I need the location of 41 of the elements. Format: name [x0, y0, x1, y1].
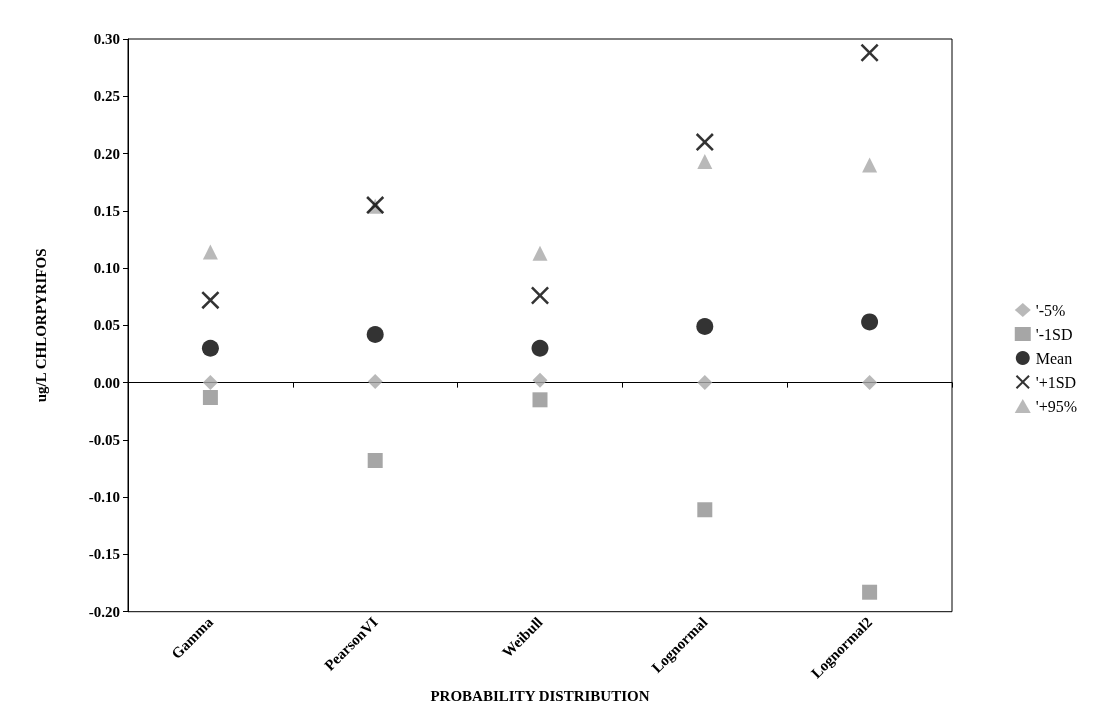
- point: [862, 157, 878, 173]
- y-tick-label: 0.00: [93, 374, 120, 391]
- point: [201, 339, 219, 357]
- point: [367, 373, 383, 389]
- y-tick-label: -0.15: [88, 546, 120, 563]
- point: [696, 318, 714, 335]
- y-tick-label: 0.05: [93, 317, 120, 334]
- point: [695, 133, 714, 152]
- point: [532, 245, 548, 261]
- legend-label: '-5%: [1035, 301, 1066, 319]
- point: [861, 313, 879, 331]
- point: [697, 154, 713, 170]
- legend-label: '+1SD: [1035, 373, 1077, 391]
- point: [697, 502, 713, 518]
- y-tick-label: -0.20: [88, 603, 120, 620]
- point: [531, 286, 549, 305]
- point: [532, 392, 548, 408]
- legend-label: Mean: [1035, 349, 1073, 367]
- y-tick-label: -0.05: [88, 431, 120, 448]
- y-tick-label: 0.15: [93, 202, 120, 219]
- x-axis-title: PROBABILITY DISTRIBUTION: [430, 687, 650, 704]
- point: [202, 375, 218, 391]
- y-axis-title: ug/L CHLORPYRIFOS: [32, 248, 49, 403]
- point: [201, 291, 220, 310]
- point: [202, 244, 218, 260]
- y-tick-label: -0.10: [88, 489, 120, 506]
- point: [202, 390, 218, 406]
- point: [532, 372, 548, 388]
- legend-label: '-1SD: [1035, 325, 1073, 343]
- point: [860, 43, 879, 62]
- point: [367, 453, 383, 468]
- legend-label: '+95%: [1035, 397, 1077, 415]
- point: [366, 326, 384, 344]
- point: [862, 375, 878, 391]
- y-tick-label: 0.25: [93, 88, 120, 105]
- y-tick-label: 0.30: [93, 31, 120, 47]
- point: [531, 339, 549, 357]
- point: [697, 375, 713, 391]
- y-tick-label: 0.10: [93, 260, 120, 277]
- point: [862, 584, 878, 600]
- y-tick-label: 0.20: [93, 145, 120, 162]
